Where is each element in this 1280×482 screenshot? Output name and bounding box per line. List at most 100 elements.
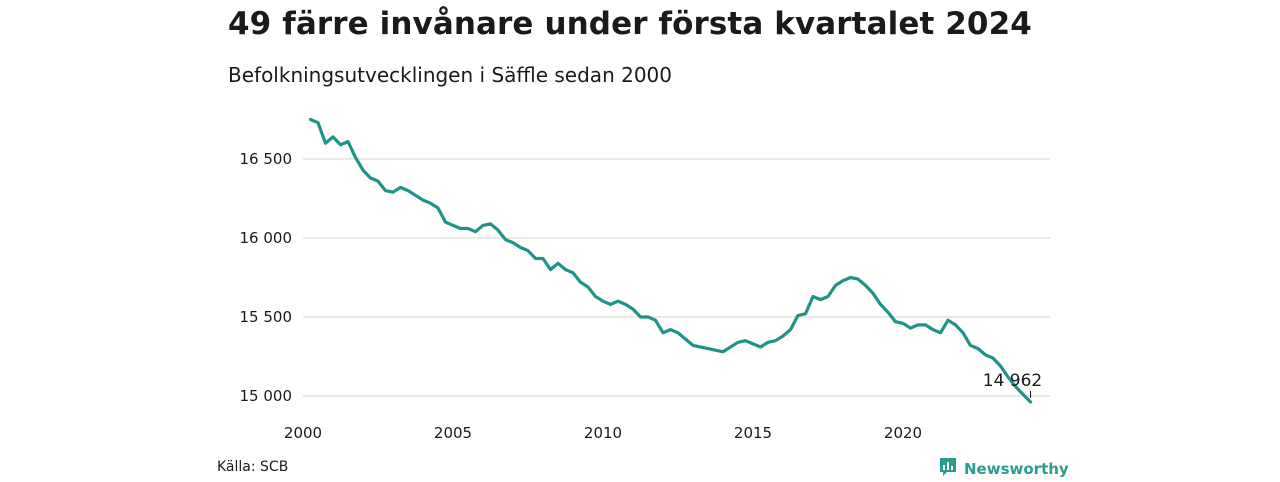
data-point — [782, 334, 785, 337]
data-point — [489, 222, 492, 225]
data-point — [977, 347, 980, 350]
data-point — [332, 135, 335, 138]
data-point — [894, 320, 897, 323]
data-point — [602, 300, 605, 303]
data-point — [482, 224, 485, 227]
data-point — [864, 284, 867, 287]
data-point — [744, 339, 747, 342]
data-point — [399, 186, 402, 189]
data-point — [564, 268, 567, 271]
x-axis-ticks: 2000 2005 2010 2015 2020 — [284, 424, 922, 442]
data-point — [722, 350, 725, 353]
data-point — [579, 281, 582, 284]
data-point — [962, 331, 965, 334]
x-tick-label: 2000 — [284, 424, 322, 442]
data-point — [609, 303, 612, 306]
data-point — [362, 169, 365, 172]
data-point — [572, 271, 575, 274]
data-point — [669, 328, 672, 331]
data-point — [849, 276, 852, 279]
data-point — [789, 328, 792, 331]
data-point — [924, 323, 927, 326]
data-point — [917, 323, 920, 326]
data-point — [999, 364, 1002, 367]
data-point — [992, 357, 995, 360]
newsworthy-icon — [938, 456, 958, 482]
data-point — [729, 346, 732, 349]
data-point — [527, 249, 530, 252]
chart-title: 49 färre invånare under första kvartalet… — [228, 6, 1032, 42]
data-point — [812, 295, 815, 298]
data-point — [819, 298, 822, 301]
data-point — [624, 303, 627, 306]
data-point — [879, 303, 882, 306]
data-point — [804, 312, 807, 315]
y-tick-label: 15 500 — [240, 308, 293, 326]
data-point — [512, 241, 515, 244]
data-point — [639, 316, 642, 319]
chart-subtitle: Befolkningsutvecklingen i Säffle sedan 2… — [228, 63, 672, 87]
data-point — [587, 285, 590, 288]
data-point — [422, 199, 425, 202]
data-point — [932, 328, 935, 331]
data-point — [969, 344, 972, 347]
data-point — [474, 230, 477, 233]
data-point — [662, 331, 665, 334]
data-point — [834, 284, 837, 287]
data-point — [654, 319, 657, 322]
data-point — [947, 319, 950, 322]
brand-logo[interactable]: Newsworthy — [938, 456, 1069, 482]
data-point — [377, 180, 380, 183]
data-point — [939, 331, 942, 334]
data-point — [594, 295, 597, 298]
brand-name: Newsworthy — [964, 460, 1069, 478]
data-point — [872, 292, 875, 295]
data-point — [842, 279, 845, 282]
data-point — [902, 322, 905, 325]
data-point — [339, 143, 342, 146]
x-tick-label: 2015 — [734, 424, 772, 442]
data-point — [542, 257, 545, 260]
data-point — [317, 121, 320, 124]
data-point — [324, 142, 327, 145]
data-point — [549, 268, 552, 271]
population-line — [308, 117, 1033, 404]
x-tick-label: 2005 — [434, 424, 472, 442]
data-point — [392, 191, 395, 194]
data-point — [497, 229, 500, 232]
data-point — [354, 156, 357, 159]
source-note: Källa: SCB — [217, 459, 289, 475]
data-point — [684, 338, 687, 341]
data-point — [452, 224, 455, 227]
data-point — [429, 202, 432, 205]
x-tick-label: 2020 — [884, 424, 922, 442]
data-point — [909, 327, 912, 330]
data-point — [797, 314, 800, 317]
y-axis-ticks: 15 000 15 500 16 000 16 500 — [240, 150, 293, 405]
data-point — [407, 189, 410, 192]
data-point — [677, 331, 680, 334]
data-points — [309, 118, 1032, 404]
data-point — [369, 176, 372, 179]
data-point — [347, 140, 350, 143]
data-point — [504, 238, 507, 241]
data-point — [857, 278, 860, 281]
data-point — [309, 118, 312, 121]
data-point — [444, 221, 447, 224]
data-point — [437, 206, 440, 209]
data-point — [414, 194, 417, 197]
data-point — [774, 339, 777, 342]
data-point — [534, 257, 537, 260]
data-point — [707, 347, 710, 350]
last-value-label: 14 962 — [983, 371, 1042, 391]
y-tick-label: 15 000 — [240, 387, 293, 405]
x-tick-label: 2010 — [584, 424, 622, 442]
data-point — [647, 316, 650, 319]
data-point — [384, 189, 387, 192]
data-point — [737, 341, 740, 344]
data-point — [1022, 393, 1025, 396]
data-point — [767, 341, 770, 344]
data-point — [557, 262, 560, 265]
data-point — [467, 227, 470, 230]
